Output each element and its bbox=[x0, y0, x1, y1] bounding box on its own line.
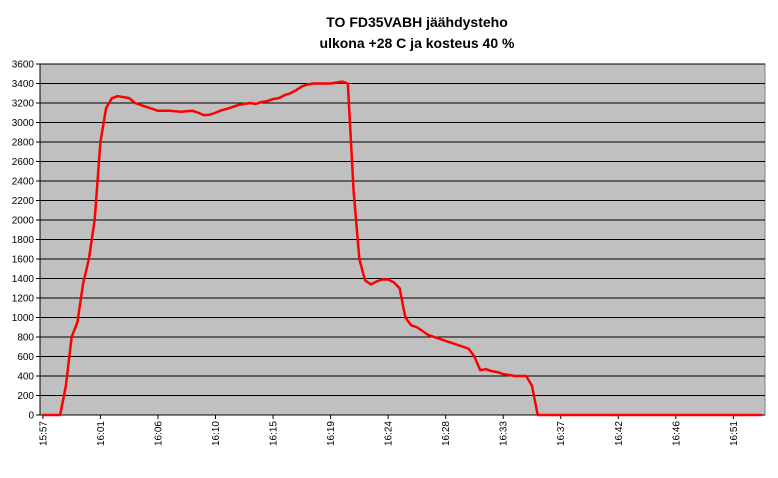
y-tick-label: 3200 bbox=[12, 99, 35, 110]
x-tick-label: 16:19 bbox=[326, 421, 337, 446]
y-tick-label: 3600 bbox=[12, 60, 35, 71]
y-tick-label: 400 bbox=[17, 372, 34, 383]
y-tick-label: 1400 bbox=[12, 274, 35, 285]
y-tick-label: 1800 bbox=[12, 235, 35, 246]
chart-subtitle: ulkona +28 C ja kosteus 40 % bbox=[320, 35, 515, 51]
x-tick-label: 16:24 bbox=[384, 421, 395, 446]
x-tick-label: 16:33 bbox=[499, 421, 510, 446]
y-tick-label: 2800 bbox=[12, 138, 35, 149]
x-tick-label: 16:06 bbox=[153, 421, 164, 446]
data-line bbox=[42, 80, 763, 417]
y-tick-label: 800 bbox=[17, 333, 34, 344]
x-tick-label: 16:10 bbox=[211, 421, 222, 446]
chart-title: TO FD35VABH jäähdysteho bbox=[326, 14, 508, 30]
y-tick-label: 1000 bbox=[12, 313, 35, 324]
x-tick-label: 15:57 bbox=[38, 421, 49, 446]
y-tick-label: 1600 bbox=[12, 255, 35, 266]
y-tick-label: 0 bbox=[28, 411, 34, 422]
y-tick-label: 2200 bbox=[12, 196, 35, 207]
x-tick-label: 16:46 bbox=[671, 421, 682, 446]
y-tick-label: 2400 bbox=[12, 177, 35, 188]
x-tick-label: 16:37 bbox=[556, 421, 567, 446]
y-tick-label: 3000 bbox=[12, 118, 35, 129]
x-tick-label: 16:28 bbox=[441, 421, 452, 446]
y-tick-label: 3400 bbox=[12, 79, 35, 90]
x-tick-label: 16:51 bbox=[729, 421, 740, 446]
x-tick-label: 16:01 bbox=[96, 421, 107, 446]
y-tick-label: 2000 bbox=[12, 216, 35, 227]
y-tick-label: 1200 bbox=[12, 294, 35, 305]
x-tick-label: 16:15 bbox=[269, 421, 280, 446]
y-tick-label: 200 bbox=[17, 391, 34, 402]
x-tick-label: 16:42 bbox=[614, 421, 625, 446]
y-tick-label: 600 bbox=[17, 352, 34, 363]
y-tick-label: 2600 bbox=[12, 157, 35, 168]
